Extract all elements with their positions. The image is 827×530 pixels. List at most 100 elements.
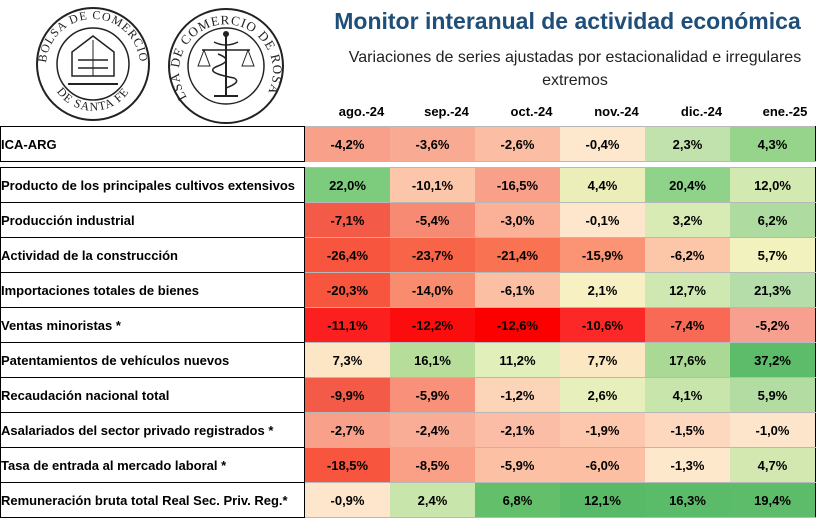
table-row: Tasa de entrada al mercado laboral * -18,… <box>0 447 816 483</box>
value-cell: -12,2% <box>390 307 475 343</box>
column-header: ago.-24 <box>338 104 385 119</box>
value-cell: 16,1% <box>390 342 475 378</box>
column-header: sep.-24 <box>424 104 469 119</box>
table-row: Remuneración bruta total Real Sec. Priv.… <box>0 482 816 518</box>
value-cell: 4,4% <box>560 167 645 203</box>
value-cell: 5,7% <box>730 237 816 273</box>
value-cell: 2,1% <box>560 272 645 308</box>
table-row: Ventas minoristas * -11,1% -12,2% -12,6% -10… <box>0 307 816 343</box>
value-cell: 16,3% <box>645 482 730 518</box>
column-header: ene.-25 <box>762 104 808 119</box>
value-cell: 12,1% <box>560 482 645 518</box>
value-cell: -1,0% <box>730 412 816 448</box>
value-cell: 17,6% <box>645 342 730 378</box>
row-label: Importaciones totales de bienes <box>0 272 305 308</box>
value-cell: -6,0% <box>560 447 645 483</box>
page-title: Monitor interanual de actividad económic… <box>334 8 801 34</box>
table-row: Asalariados del sector privado registrad… <box>0 412 816 448</box>
value-cell: -2,1% <box>475 412 560 448</box>
value-cell: 7,7% <box>560 342 645 378</box>
value-cell: -2,6% <box>475 126 560 162</box>
row-label: Ventas minoristas * <box>0 307 305 343</box>
row-label: Asalariados del sector privado registrad… <box>0 412 305 448</box>
value-cell: 2,3% <box>645 126 730 162</box>
value-cell: -5,4% <box>390 202 475 238</box>
value-cell: 21,3% <box>730 272 816 308</box>
table-row: Importaciones totales de bienes -20,3% -14… <box>0 272 816 308</box>
value-cell: -3,6% <box>390 126 475 162</box>
value-cell: -0,9% <box>304 482 390 518</box>
value-cell: -11,1% <box>304 307 390 343</box>
table-row: Producto de los principales cultivos ext… <box>0 167 816 203</box>
value-cell: 2,6% <box>560 377 645 413</box>
value-cell: -1,3% <box>645 447 730 483</box>
indicators-table: ICA-ARG -4,2% -3,6% -2,6% -0,4% 2,3% 4,3% Produ… <box>0 126 816 518</box>
row-label: Patentamientos de vehículos nuevos <box>0 342 305 378</box>
bolsa-logos: BOLSA DE COMERCIO DE SANTA FE BOLSA DE C… <box>23 0 284 124</box>
value-cell: 12,7% <box>645 272 730 308</box>
table-row: ICA-ARG -4,2% -3,6% -2,6% -0,4% 2,3% 4,3% <box>0 126 816 162</box>
value-cell: 6,2% <box>730 202 816 238</box>
value-cell: -10,1% <box>390 167 475 203</box>
table-row: Patentamientos de vehículos nuevos 7,3% 16… <box>0 342 816 378</box>
row-spacer <box>0 161 816 168</box>
value-cell: -6,1% <box>475 272 560 308</box>
value-cell: -5,9% <box>475 447 560 483</box>
value-cell: -7,1% <box>304 202 390 238</box>
value-cell: -3,0% <box>475 202 560 238</box>
value-cell: -14,0% <box>390 272 475 308</box>
svg-text:DE SANTA FE: DE SANTA FE <box>54 84 132 113</box>
value-cell: 12,0% <box>730 167 816 203</box>
value-cell: -4,2% <box>304 126 390 162</box>
value-cell: -6,2% <box>645 237 730 273</box>
value-cell: -0,4% <box>560 126 645 162</box>
value-cell: -2,7% <box>304 412 390 448</box>
page-subtitle: Variaciones de series ajustadas por esta… <box>348 49 802 89</box>
value-cell: -8,5% <box>390 447 475 483</box>
spacer-cell <box>0 161 816 168</box>
value-cell: 20,4% <box>645 167 730 203</box>
table-row: Actividad de la construcción -26,4% -23,7%… <box>0 237 816 273</box>
logos-area: BOLSA DE COMERCIO DE SANTA FE BOLSA DE C… <box>23 0 298 124</box>
row-label: Recaudación nacional total <box>0 377 305 413</box>
value-cell: -21,4% <box>475 237 560 273</box>
value-cell: 22,0% <box>304 167 390 203</box>
value-cell: -5,2% <box>730 307 816 343</box>
value-cell: -10,6% <box>560 307 645 343</box>
value-cell: 3,2% <box>645 202 730 238</box>
value-cell: -12,6% <box>475 307 560 343</box>
indicators-table-body: ICA-ARG -4,2% -3,6% -2,6% -0,4% 2,3% 4,3% Produ… <box>0 126 816 518</box>
value-cell: -1,9% <box>560 412 645 448</box>
value-cell: -1,5% <box>645 412 730 448</box>
value-cell: 5,9% <box>730 377 816 413</box>
value-cell: 6,8% <box>475 482 560 518</box>
value-cell: 4,3% <box>730 126 816 162</box>
row-label: Tasa de entrada al mercado laboral * <box>0 447 305 483</box>
value-cell: -1,2% <box>475 377 560 413</box>
value-cell: -26,4% <box>304 237 390 273</box>
value-cell: -2,4% <box>390 412 475 448</box>
value-cell: -20,3% <box>304 272 390 308</box>
value-cell: -5,9% <box>390 377 475 413</box>
value-cell: 11,2% <box>475 342 560 378</box>
value-cell: 4,1% <box>645 377 730 413</box>
value-cell: -15,9% <box>560 237 645 273</box>
value-cell: -0,1% <box>560 202 645 238</box>
value-cell: 2,4% <box>390 482 475 518</box>
value-cell: 4,7% <box>730 447 816 483</box>
value-cell: -18,5% <box>304 447 390 483</box>
value-cell: -23,7% <box>390 237 475 273</box>
column-header: oct.-24 <box>510 104 553 119</box>
value-cell: -16,5% <box>475 167 560 203</box>
row-label: Producto de los principales cultivos ext… <box>0 167 305 203</box>
row-label: Actividad de la construcción <box>0 237 305 273</box>
row-label: Remuneración bruta total Real Sec. Priv.… <box>0 482 305 518</box>
value-cell: 19,4% <box>730 482 816 518</box>
value-cell: -7,4% <box>645 307 730 343</box>
row-label: ICA-ARG <box>0 126 305 162</box>
table-row: Recaudación nacional total -9,9% -5,9% -1,2… <box>0 377 816 413</box>
value-cell: -9,9% <box>304 377 390 413</box>
row-label: Producción industrial <box>0 202 305 238</box>
column-header: dic.-24 <box>680 104 723 119</box>
table-row: Producción industrial -7,1% -5,4% -3,0% -0,1… <box>0 202 816 238</box>
